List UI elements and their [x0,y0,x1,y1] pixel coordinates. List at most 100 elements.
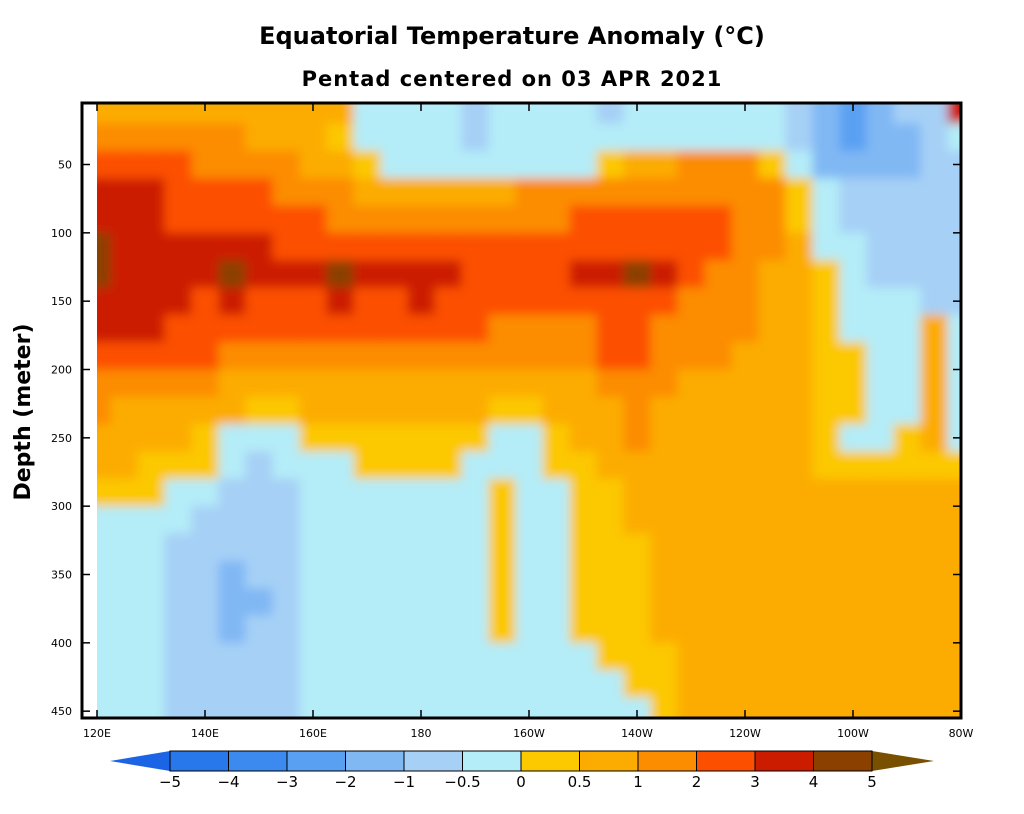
heatmap-cell [812,560,841,589]
heatmap-cell [191,424,220,453]
heatmap-cell [569,314,598,343]
heatmap-cell [893,260,922,289]
heatmap-cell [515,314,544,343]
heatmap-cell [515,369,544,398]
heatmap-cell [110,588,139,617]
heatmap-cell [407,103,436,125]
heatmap-cell [839,205,868,234]
heatmap-cell [596,670,625,699]
heatmap-cell [488,178,517,207]
heatmap-cell [164,560,193,589]
heatmap-cell [650,533,679,562]
heatmap-cell [650,205,679,234]
heatmap-cell [920,287,949,316]
y-tick-label: 300 [51,500,72,513]
heatmap-cell [434,342,463,371]
heatmap-cell [461,232,490,261]
heatmap-cell [434,178,463,207]
heatmap-cell [650,560,679,589]
heatmap-cell [137,533,166,562]
heatmap-cell [299,369,328,398]
heatmap-cell [434,287,463,316]
heatmap-cell [569,642,598,671]
heatmap-cell [758,103,787,125]
heatmap-cell [218,205,247,234]
heatmap-cell [164,123,193,152]
heatmap-cell [569,103,598,125]
heatmap-cell [218,178,247,207]
heatmap-cell [785,314,814,343]
heatmap-cell [353,533,382,562]
heatmap-cell [515,205,544,234]
heatmap-cell [866,369,895,398]
heatmap-cell [704,642,733,671]
heatmap-cell [866,260,895,289]
heatmap-cell [380,369,409,398]
heatmap-cell [299,424,328,453]
heatmap-cell [623,670,652,699]
heatmap-cell [245,178,274,207]
heatmap-cell [137,615,166,644]
x-tick-label: 180 [411,727,432,740]
heatmap-cell [947,123,961,152]
heatmap-cell [407,396,436,425]
heatmap-cell [326,205,355,234]
heatmap-cell [947,533,961,562]
heatmap-cell [866,123,895,152]
heatmap-cell [839,369,868,398]
heatmap-cell [245,588,274,617]
heatmap-cell [191,205,220,234]
heatmap-cell [758,588,787,617]
heatmap-cell [137,103,166,125]
heatmap-cell [758,560,787,589]
heatmap-cell [920,506,949,535]
heatmap-cell [812,670,841,699]
heatmap-cell [299,478,328,507]
heatmap-cell [326,615,355,644]
heatmap-cell [380,103,409,125]
y-tick-label: 200 [51,364,72,377]
heatmap-cell [920,123,949,152]
heatmap-cell [785,478,814,507]
heatmap-cell [110,342,139,371]
heatmap-cell [866,424,895,453]
heatmap-cell [785,150,814,179]
heatmap-cell [137,396,166,425]
heatmap-cell [677,123,706,152]
heatmap-cell [704,533,733,562]
heatmap-cell [677,560,706,589]
heatmap-cell [542,396,571,425]
heatmap-cell [380,506,409,535]
heatmap-cell [461,150,490,179]
heatmap-cell [596,314,625,343]
heatmap-cell [542,478,571,507]
heatmap-cell [461,588,490,617]
colorbar-tick-label: −3 [276,773,298,791]
heatmap-cell [731,506,760,535]
heatmap-cell [164,697,193,718]
colorbar-segment [462,751,522,771]
heatmap-cell [839,533,868,562]
heatmap-cell [650,232,679,261]
colorbar-tick-label: 0 [516,773,526,791]
plot-frame [80,101,963,720]
heatmap-cell [137,642,166,671]
heatmap-cell [542,369,571,398]
heatmap-cell [353,123,382,152]
heatmap-cell [785,396,814,425]
heatmap-cell [191,642,220,671]
heatmap-cell [110,103,139,125]
heatmap-cell [434,424,463,453]
heatmap-cell [380,396,409,425]
heatmap-cell [812,697,841,718]
heatmap-cell [218,506,247,535]
heatmap-cell [272,287,301,316]
heatmap-cell [245,150,274,179]
heatmap-cell [677,396,706,425]
heatmap-cell [407,178,436,207]
heatmap-cell [434,103,463,125]
heatmap-cell [893,287,922,316]
heatmap-cell [515,260,544,289]
heatmap-cell [623,369,652,398]
heatmap-cell [164,533,193,562]
